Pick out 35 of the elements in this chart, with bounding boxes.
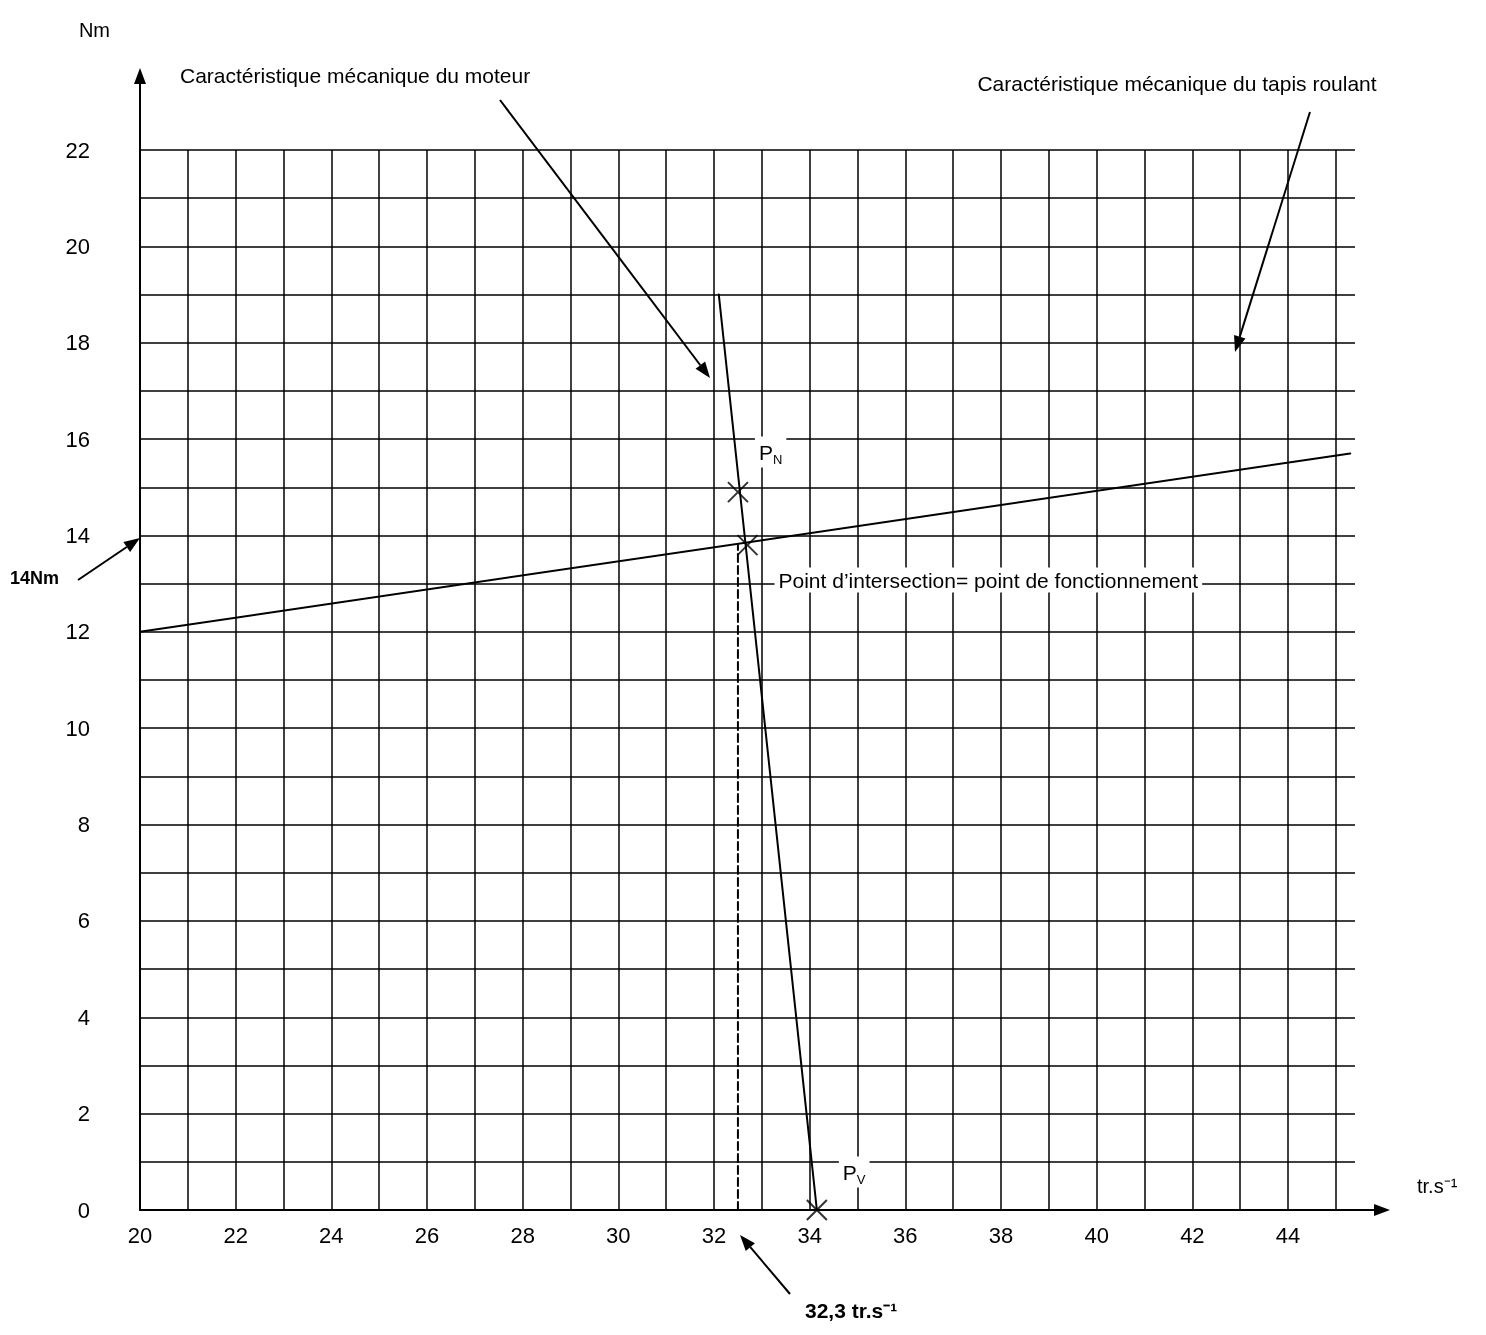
x-tick-label: 22 (223, 1222, 248, 1248)
point (726, 481, 749, 504)
x-tick-label: 20 (127, 1222, 153, 1248)
x-tick-label: 36 (893, 1222, 918, 1248)
y-tick-label: 22 (65, 137, 90, 163)
annotation: Point d’intersection= point de fonctionnement (778, 568, 1199, 592)
y-tick-label: 18 (65, 330, 90, 356)
point (736, 534, 759, 557)
text: Caractéristique mécanique du moteur (180, 63, 531, 87)
y-tick-label: 12 (65, 619, 90, 645)
x-tick-label: 34 (797, 1222, 822, 1248)
y-tick-label: 6 (77, 908, 90, 934)
text: Caractéristique mécanique du tapis roulant (977, 71, 1377, 95)
y-tick-label: 8 (77, 812, 90, 838)
y-tick-label: 4 (77, 1004, 90, 1030)
y-tick-label: 14 (65, 522, 90, 548)
x-tick-label: 32 (701, 1222, 727, 1248)
y-tick-label: 10 (65, 715, 90, 741)
text: 14Nm (10, 568, 60, 588)
x-tick-label: 42 (1180, 1222, 1205, 1248)
x-axis-title: tr.s⁻¹ (1417, 1175, 1458, 1197)
y-tick-label: 2 (77, 1101, 90, 1127)
x-tick-label: 28 (510, 1222, 535, 1248)
x-tick-label: 26 (414, 1222, 440, 1248)
x-tick-label: 44 (1275, 1222, 1301, 1248)
x-tick-label: 40 (1084, 1222, 1109, 1248)
x-tick-label: 38 (988, 1222, 1014, 1248)
y-tick-label: 0 (77, 1197, 90, 1223)
y-axis-title: Nm (78, 19, 110, 41)
y-tick-label: 16 (65, 426, 90, 452)
point (805, 1199, 828, 1221)
x-tick-label: 24 (319, 1222, 344, 1248)
y-tick-label: 20 (65, 233, 90, 259)
x-tick-label: 30 (606, 1222, 631, 1248)
text: 32,3 tr.s⁻¹ (805, 1298, 898, 1322)
